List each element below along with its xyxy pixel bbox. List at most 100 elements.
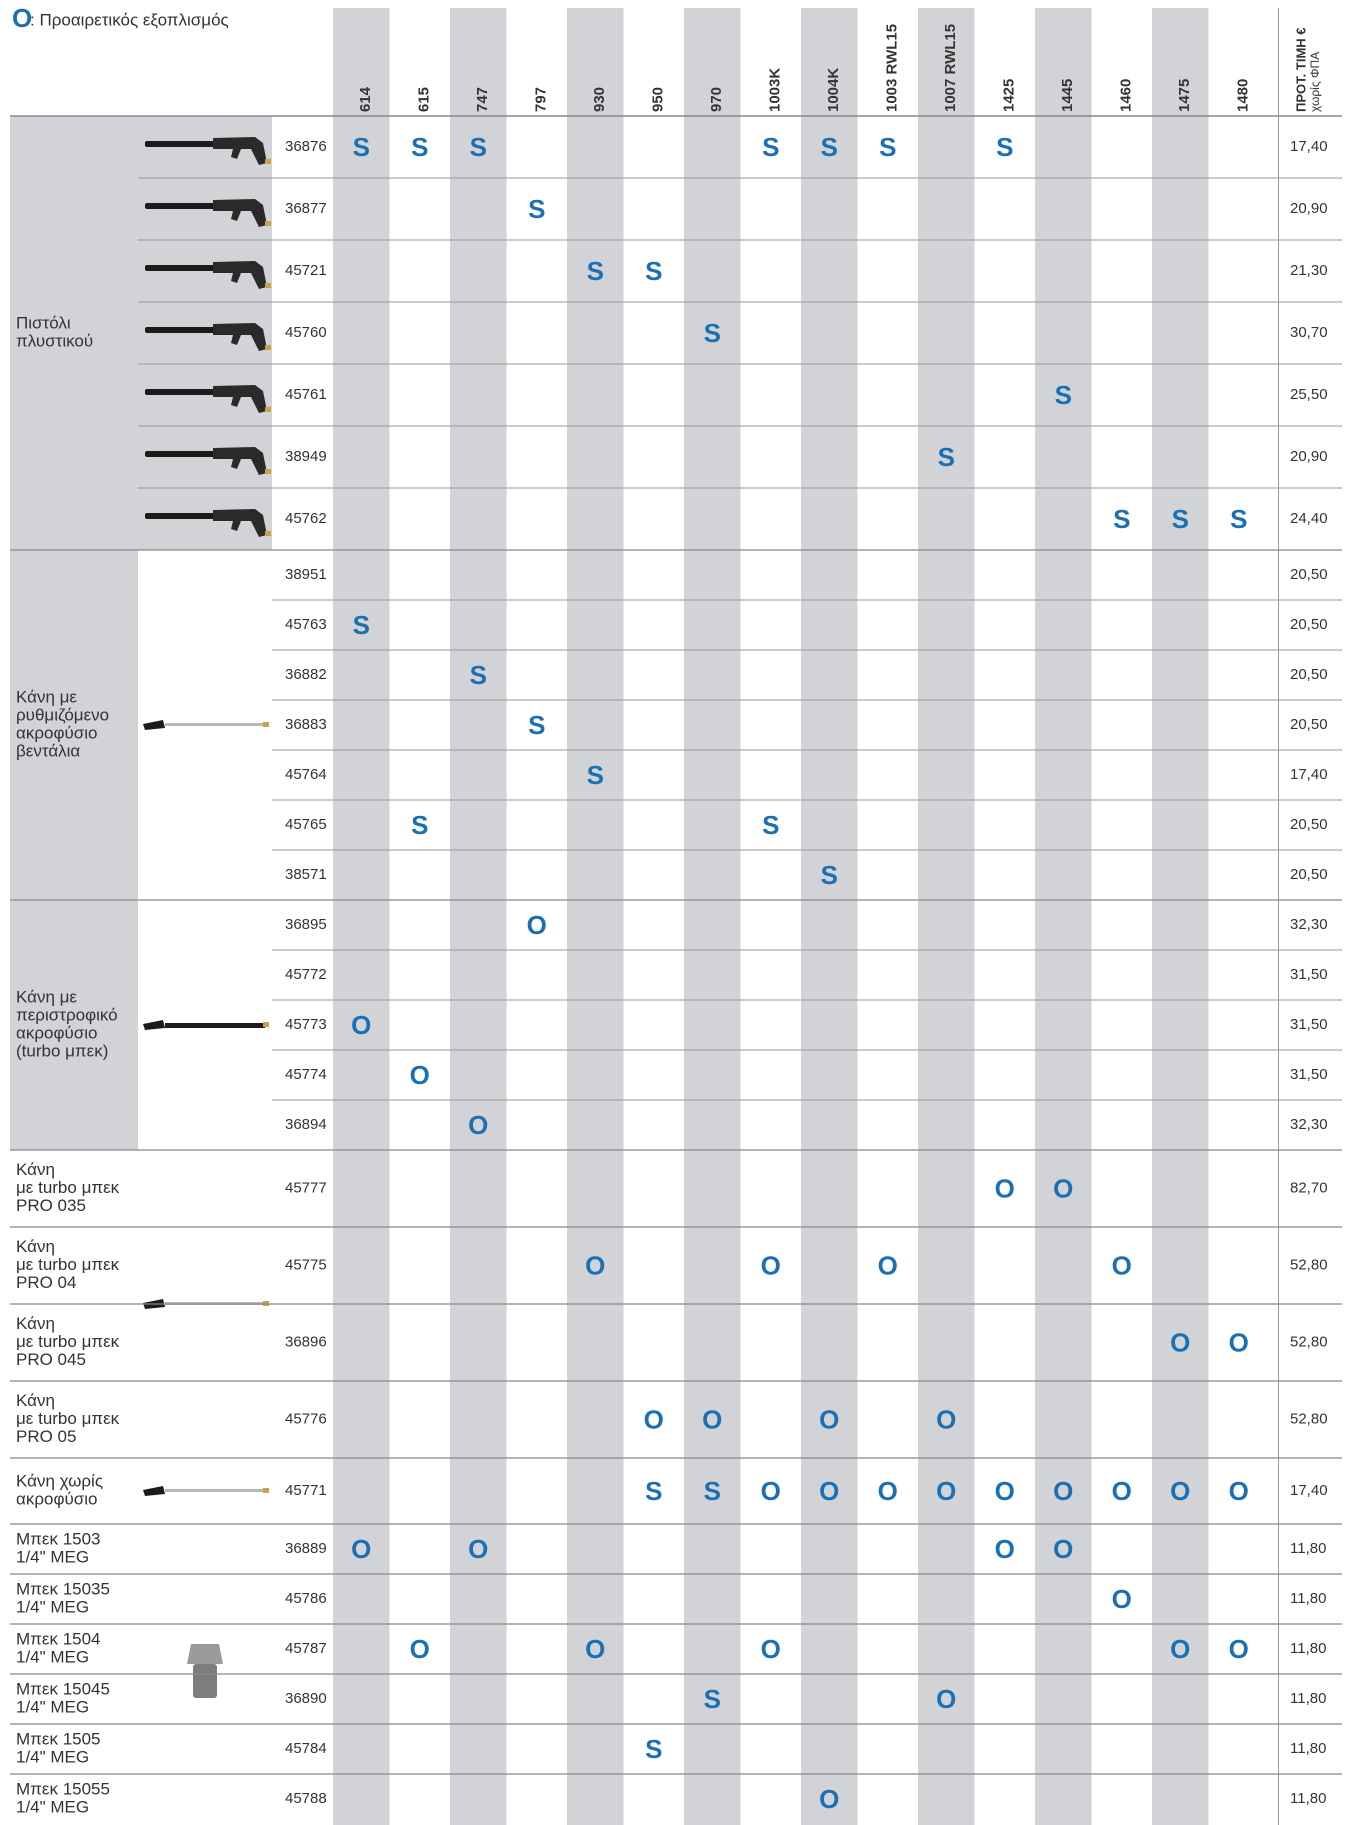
group-label: Κάνη: [16, 1160, 55, 1179]
compat-mark: S: [528, 194, 545, 224]
shaded-column: [450, 8, 507, 1825]
product-code: 45784: [285, 1740, 327, 1757]
compat-mark: O: [761, 1634, 781, 1664]
compat-mark: O: [585, 1250, 605, 1280]
group-label: PRO 04: [16, 1273, 76, 1292]
column-header: 1003K: [767, 68, 784, 112]
price: 11,80: [1290, 1540, 1326, 1557]
compat-mark: O: [936, 1476, 956, 1506]
compat-mark: S: [879, 132, 896, 162]
shaded-column: [1035, 8, 1092, 1825]
compat-mark: S: [821, 860, 838, 890]
compat-mark: O: [995, 1476, 1015, 1506]
compat-mark: O: [1112, 1476, 1132, 1506]
group-label: Κάνη: [16, 1314, 55, 1333]
compat-mark: S: [704, 318, 721, 348]
tip: [265, 283, 271, 288]
group-label: Πιστόλι: [16, 313, 71, 332]
tip: [265, 469, 271, 474]
column-header: 615: [416, 87, 433, 112]
price-shade: [1278, 8, 1279, 1825]
product-code: 38949: [285, 448, 327, 465]
price: 11,80: [1290, 1690, 1326, 1707]
group-label: Κάνη χωρίς: [16, 1471, 103, 1490]
product-code: 45777: [285, 1179, 327, 1196]
gun-icon: [145, 385, 271, 413]
group-label: PRO 045: [16, 1350, 86, 1369]
compat-mark: S: [1113, 504, 1130, 534]
shaded-column: [567, 8, 624, 1825]
group-label: Μπεκ 15035: [16, 1579, 110, 1598]
product-code: 45776: [285, 1410, 327, 1427]
group-label: με turbo μπεκ: [16, 1255, 120, 1274]
compat-mark: O: [1053, 1173, 1073, 1203]
compat-mark: O: [410, 1060, 430, 1090]
shaded-column: [801, 8, 858, 1825]
price: 82,70: [1290, 1179, 1328, 1196]
hose: [145, 451, 215, 457]
column-header: 797: [533, 87, 550, 112]
compat-mark: O: [819, 1784, 839, 1814]
price-subheader: χωρίς ΦΠΑ: [1308, 52, 1322, 112]
product-code: 45764: [285, 766, 327, 783]
column-header: 1004K: [825, 68, 842, 112]
compat-mark: S: [353, 610, 370, 640]
tip: [263, 1022, 269, 1027]
compat-mark: S: [1055, 380, 1072, 410]
compat-mark: S: [528, 710, 545, 740]
price: 11,80: [1290, 1590, 1326, 1607]
group-shade: [10, 900, 138, 1150]
compat-mark: O: [468, 1110, 488, 1140]
gun-body: [213, 323, 267, 351]
legend-symbol: O: [12, 3, 32, 33]
price: 20,90: [1290, 200, 1328, 217]
compat-mark: O: [761, 1250, 781, 1280]
price: 32,30: [1290, 1116, 1328, 1133]
gun-icon: [145, 199, 271, 227]
gun-icon: [145, 447, 271, 475]
compat-mark: S: [704, 1476, 721, 1506]
compat-mark: O: [1229, 1476, 1249, 1506]
gun-body: [213, 447, 267, 475]
group-label: ακροφύσιο: [16, 723, 98, 742]
product-code: 45761: [285, 386, 327, 403]
group-shade: [10, 116, 138, 550]
product-code: 36883: [285, 716, 327, 733]
group-label: Μπεκ 1503: [16, 1529, 101, 1548]
group-label: Μπεκ 15055: [16, 1779, 110, 1798]
nozzle-thread: [193, 1664, 217, 1698]
product-code: 38571: [285, 866, 327, 883]
product-code: 36896: [285, 1333, 327, 1350]
group-label: Μπεκ 15045: [16, 1679, 110, 1698]
price: 11,80: [1290, 1790, 1326, 1807]
handle: [143, 720, 165, 730]
compat-mark: O: [1170, 1476, 1190, 1506]
price: 30,70: [1290, 324, 1328, 341]
compat-mark: O: [1112, 1250, 1132, 1280]
tip: [263, 722, 269, 727]
price: 11,80: [1290, 1640, 1326, 1657]
product-code: 38951: [285, 566, 327, 583]
product-code: 45765: [285, 816, 327, 833]
column-header: 1475: [1176, 79, 1193, 112]
column-header: 930: [591, 87, 608, 112]
tip: [265, 159, 271, 164]
group-label: PRO 035: [16, 1196, 86, 1215]
group-shade: [10, 550, 138, 900]
price: 21,30: [1290, 262, 1328, 279]
compat-mark: O: [1170, 1327, 1190, 1357]
group-label: (turbo μπεκ): [16, 1041, 108, 1060]
compat-mark: S: [645, 1734, 662, 1764]
compat-mark: O: [1170, 1634, 1190, 1664]
column-header: 970: [708, 87, 725, 112]
tip: [265, 221, 271, 226]
compat-mark: O: [468, 1534, 488, 1564]
shaded-column: [918, 8, 975, 1825]
compat-mark: S: [470, 660, 487, 690]
price: 25,50: [1290, 386, 1328, 403]
compat-mark: O: [702, 1404, 722, 1434]
compat-mark: O: [644, 1404, 664, 1434]
product-code: 36895: [285, 916, 327, 933]
group-label: 1/4" MEG: [16, 1547, 89, 1566]
compat-mark: S: [645, 1476, 662, 1506]
